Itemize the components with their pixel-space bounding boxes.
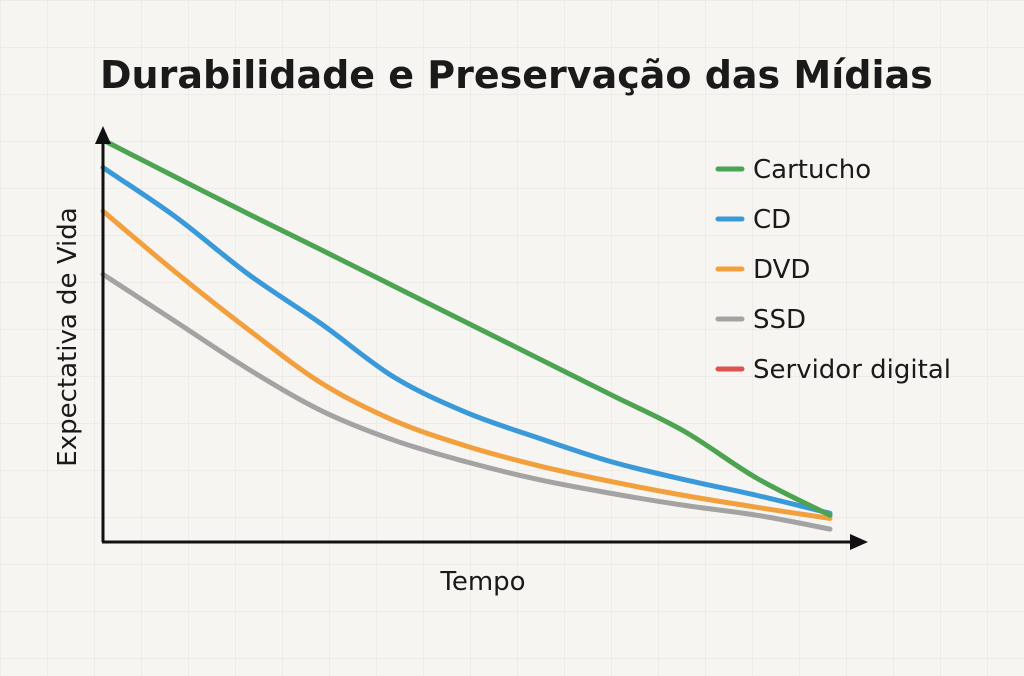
legend-item-ssd: SSD — [715, 305, 806, 335]
legend-item-servidor-digital: Servidor digital — [715, 355, 951, 385]
series-line-dvd — [100, 208, 833, 521]
chart-title: Durabilidade e Preservação das Mídias — [100, 53, 933, 97]
series-line-cd — [100, 165, 833, 516]
series-line-ssd — [100, 271, 833, 532]
legend-item-cd: CD — [715, 205, 791, 235]
legend: Cartucho CD DVD SSD Servidor digital — [715, 155, 951, 385]
legend-item-cartucho: Cartucho — [715, 155, 871, 185]
plot-area — [95, 126, 868, 550]
legend-label: SSD — [753, 305, 806, 335]
series-line-cartucho — [100, 137, 833, 518]
legend-label: CD — [753, 205, 791, 235]
legend-item-dvd: DVD — [715, 255, 810, 285]
x-axis-arrow — [850, 534, 868, 550]
y-axis-arrow — [95, 126, 111, 144]
series-lines — [100, 137, 833, 532]
x-axis-label: Tempo — [439, 567, 525, 597]
legend-label: DVD — [753, 255, 810, 285]
y-axis-label: Expectativa de Vida — [53, 207, 83, 466]
legend-label: Cartucho — [753, 155, 871, 185]
legend-label: Servidor digital — [753, 355, 951, 385]
